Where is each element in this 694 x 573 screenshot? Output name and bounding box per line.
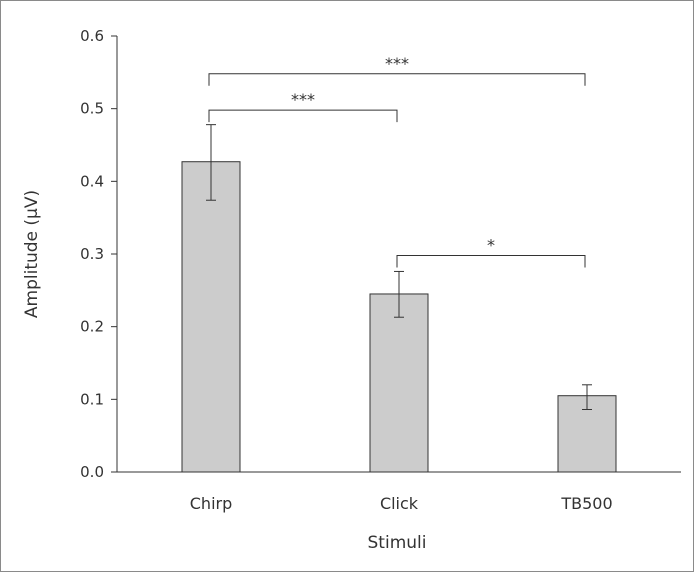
y-tick-label: 0.5 [80, 100, 104, 118]
bars [181, 161, 617, 473]
significance-label: *** [385, 54, 409, 73]
y-tick-label: 0.3 [80, 245, 104, 263]
significance-bracket [208, 73, 586, 86]
x-tick-label: Chirp [190, 494, 233, 513]
significance-brackets: ******* [208, 54, 586, 268]
x-tick-label: TB500 [560, 494, 612, 513]
y-axis-title: Amplitude (μV) [22, 190, 42, 318]
significance-label: * [487, 235, 495, 254]
y-tick-label: 0.0 [80, 463, 104, 481]
bar [181, 161, 241, 473]
x-tick-label: Click [380, 494, 419, 513]
y-tick-label: 0.2 [80, 318, 104, 336]
y-tick-label: 0.1 [80, 390, 104, 408]
x-axis-title: Stimuli [368, 533, 427, 553]
significance-bracket [208, 109, 398, 123]
x-axis: Chirp Click TB500 [117, 471, 681, 513]
significance-label: *** [291, 90, 315, 109]
y-tick-label: 0.4 [80, 172, 104, 190]
bar [369, 293, 429, 473]
y-tick-label: 0.6 [80, 27, 104, 45]
error-bars [206, 124, 592, 411]
y-axis: 0.0 0.1 0.2 0.3 0.4 0.5 0.6 [80, 27, 118, 481]
significance-bracket [396, 254, 586, 268]
